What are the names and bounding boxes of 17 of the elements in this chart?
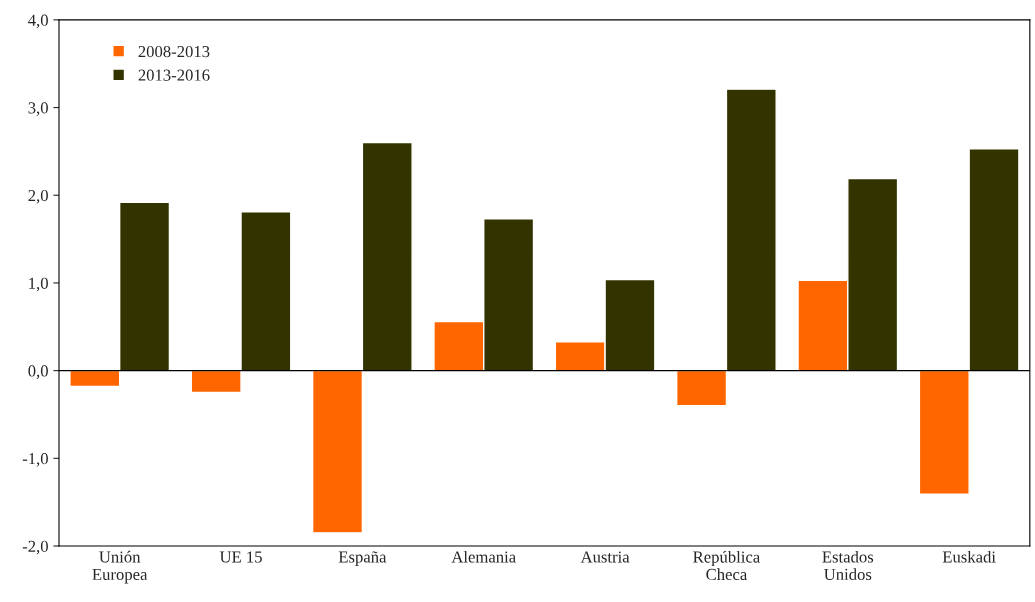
x-tick-label: República Checa [693, 550, 760, 581]
x-tick-label: Euskadi [942, 550, 996, 563]
y-tick-label: 3,0 [28, 102, 48, 116]
y-tick-label: -2,0 [22, 540, 48, 555]
y-tick-label: 2,0 [28, 189, 48, 204]
x-tick-label: UE 15 [219, 551, 262, 563]
y-tick-label: 0,0 [28, 365, 48, 379]
x-tick-label: España [338, 551, 387, 566]
y-tick-label: 1,0 [29, 277, 48, 292]
legend-label: 2013-2016 [138, 69, 210, 81]
x-tick-label: Alemania [451, 550, 516, 563]
x-tick-label: Austria [580, 551, 630, 563]
y-tick-label: 4,0 [28, 14, 48, 29]
x-tick-label: Estados Unidos [822, 550, 874, 581]
x-tick-label: Unión Europea [92, 550, 148, 584]
y-tick-label: -1,0 [22, 453, 48, 467]
legend-label: 2008-2013 [138, 45, 210, 58]
